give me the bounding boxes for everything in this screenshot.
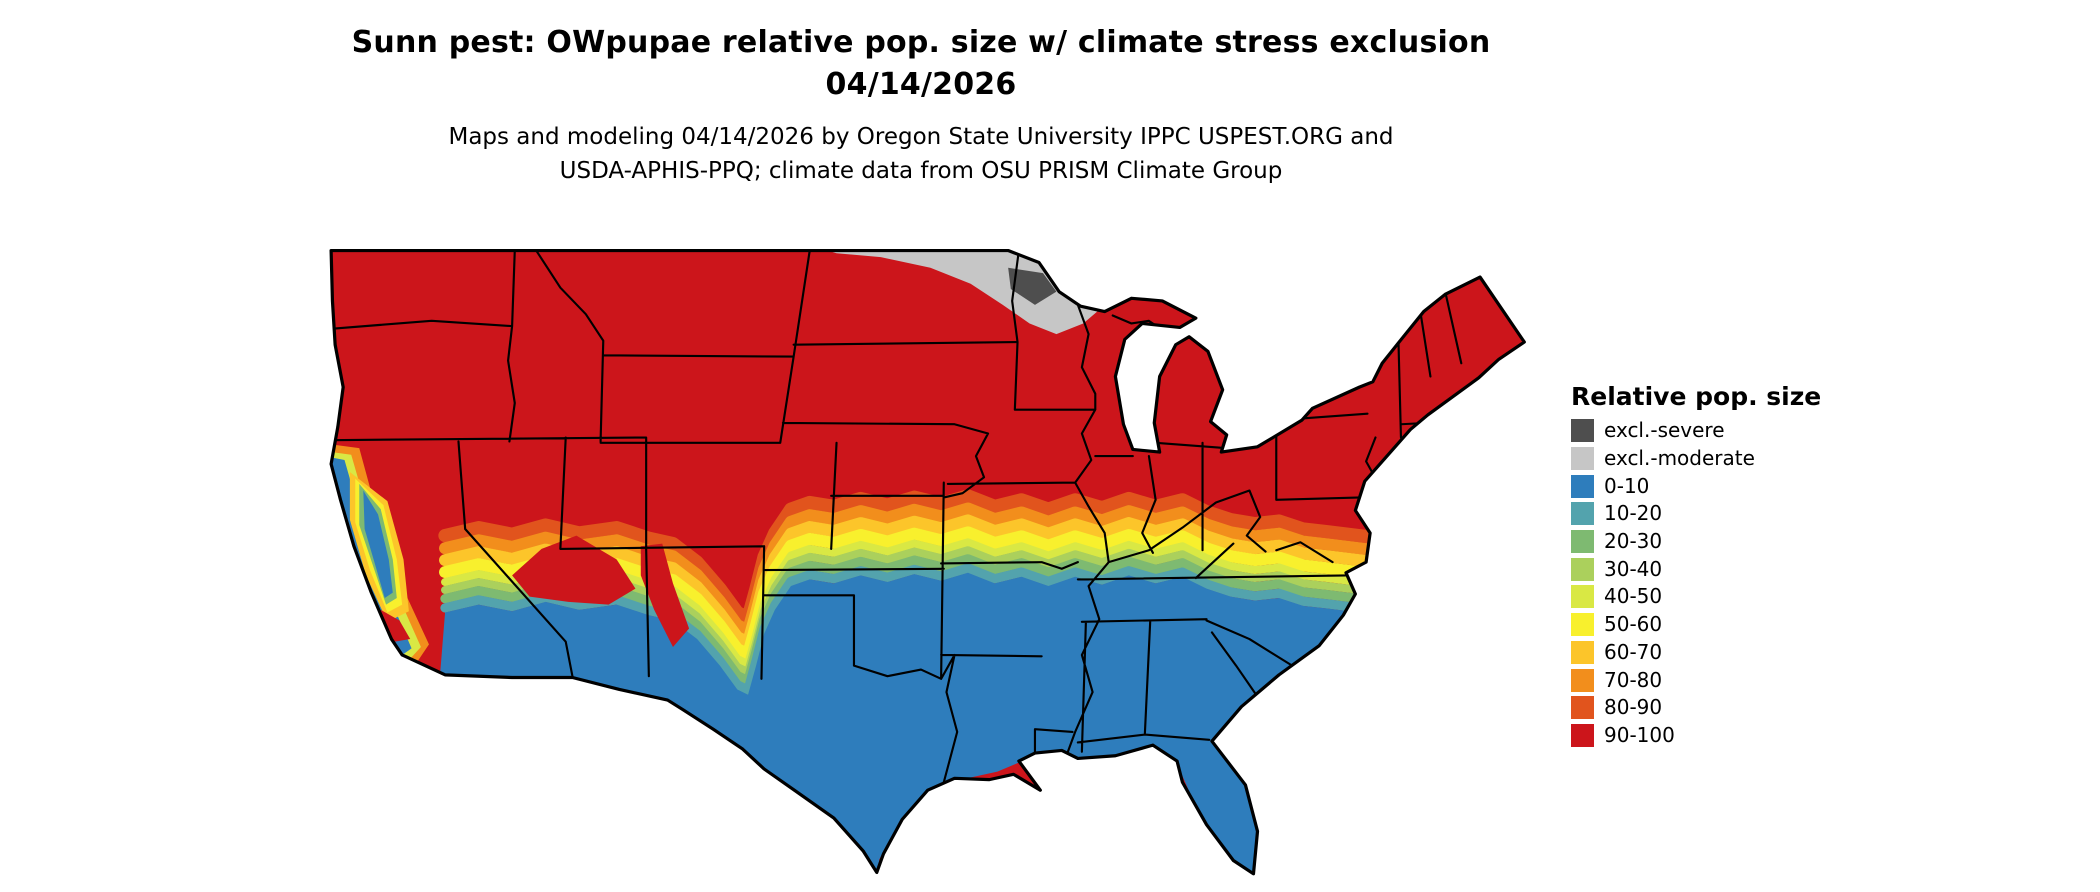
legend-row: 30-40	[1571, 555, 1821, 583]
legend-row: 80-90	[1571, 694, 1821, 722]
legend-row: 0-10	[1571, 472, 1821, 500]
map-az-mountain-patch	[512, 535, 636, 605]
legend-row: excl.-moderate	[1571, 445, 1821, 473]
legend-swatch	[1571, 447, 1594, 471]
legend: Relative pop. size excl.-severe excl.-mod…	[1571, 382, 1821, 749]
legend-rows: excl.-severe excl.-moderate 0-10 10-20 20-30…	[1571, 417, 1821, 749]
legend-row: 10-20	[1571, 500, 1821, 528]
legend-swatch	[1571, 696, 1594, 720]
us-map	[329, 248, 1526, 876]
legend-label: 60-70	[1604, 639, 1663, 664]
map-region-excl-severe	[1008, 267, 1057, 305]
legend-swatch	[1571, 640, 1594, 664]
legend-swatch	[1571, 502, 1594, 526]
legend-row: 60-70	[1571, 639, 1821, 667]
legend-swatch	[1571, 723, 1594, 747]
legend-row: 70-80	[1571, 666, 1821, 694]
legend-swatch	[1571, 419, 1594, 443]
figure-subtitle: Maps and modeling 04/14/2026 by Oregon S…	[311, 120, 1531, 188]
map-region-excl-moderate	[813, 250, 1102, 335]
legend-label: 70-80	[1604, 667, 1663, 692]
legend-label: 40-50	[1604, 584, 1663, 609]
map-ca-valley-core	[363, 490, 393, 598]
legend-row: excl.-severe	[1571, 417, 1821, 445]
legend-label: 10-20	[1604, 501, 1663, 526]
legend-label: 90-100	[1604, 722, 1675, 747]
title-line2: 04/14/2026	[825, 67, 1017, 102]
legend-title: Relative pop. size	[1571, 382, 1822, 411]
map-socal-patch	[378, 609, 411, 642]
figure-title: Sunn pest: OWpupae relative pop. size w/…	[311, 22, 1531, 106]
state-borders	[331, 250, 1463, 784]
legend-row: 20-30	[1571, 528, 1821, 556]
legend-swatch	[1571, 530, 1594, 554]
map-region-low-population	[439, 572, 1377, 874]
legend-swatch	[1571, 474, 1594, 498]
legend-swatch	[1571, 668, 1594, 692]
legend-swatch	[1571, 557, 1594, 581]
legend-label: 80-90	[1604, 695, 1663, 720]
legend-row: 50-60	[1571, 611, 1821, 639]
title-line1: Sunn pest: OWpupae relative pop. size w/…	[351, 25, 1491, 60]
legend-swatch	[1571, 613, 1594, 637]
legend-label: 0-10	[1604, 473, 1650, 498]
legend-row: 90-100	[1571, 722, 1821, 750]
subtitle-line1: Maps and modeling 04/14/2026 by Oregon S…	[448, 124, 1394, 150]
legend-label: 30-40	[1604, 556, 1663, 581]
legend-swatch	[1571, 585, 1594, 609]
legend-label: 50-60	[1604, 612, 1663, 637]
legend-label: excl.-severe	[1604, 418, 1725, 443]
legend-label: 20-30	[1604, 529, 1663, 554]
map-nm-mountain-patch	[640, 543, 690, 648]
legend-row: 40-50	[1571, 583, 1821, 611]
subtitle-line2: USDA-APHIS-PPQ; climate data from OSU PR…	[559, 158, 1283, 184]
legend-label: excl.-moderate	[1604, 446, 1755, 471]
